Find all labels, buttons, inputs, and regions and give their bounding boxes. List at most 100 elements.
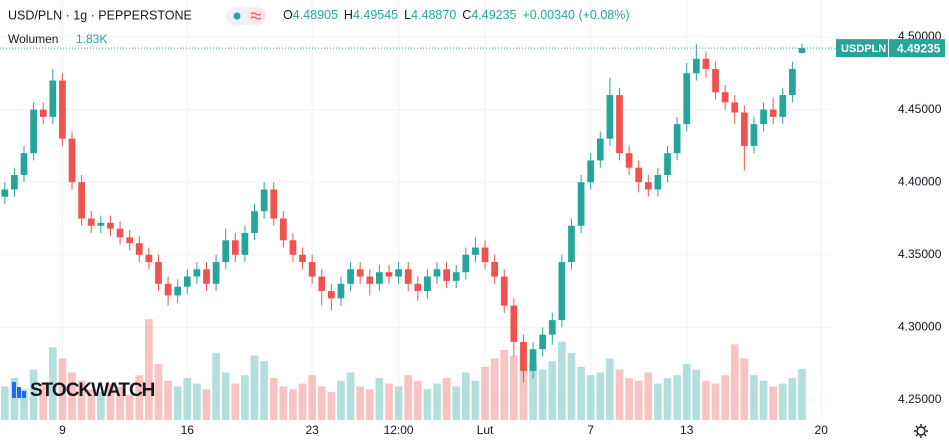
ohlc-value: 4.49235 — [471, 8, 516, 22]
ohlc-header: O4.48905 H4.49545 L4.48870 C4.49235 +0.00340… — [283, 8, 630, 22]
candle-body — [203, 269, 210, 284]
candle-body — [731, 102, 739, 113]
volume-bar — [740, 358, 749, 420]
candle-body — [424, 276, 431, 292]
volume-bar — [394, 386, 403, 420]
candle-body — [779, 95, 787, 117]
candle-body — [616, 95, 623, 154]
x-tick-label: 20 — [815, 423, 829, 437]
candle-body — [20, 153, 28, 175]
watermark-text: STOCKWATCH — [30, 380, 155, 401]
candle-body — [126, 237, 134, 244]
candle-body — [510, 305, 518, 342]
volume-bar — [231, 383, 240, 420]
candle-body — [270, 189, 278, 219]
candle-body — [231, 240, 239, 255]
volume-name: Wolumen — [8, 32, 58, 46]
volume-bar — [241, 375, 249, 420]
candle-body — [596, 138, 604, 161]
volume-bar — [298, 383, 307, 420]
candle-body — [692, 58, 700, 74]
volume-bar — [29, 369, 38, 420]
candle-body — [702, 58, 710, 69]
volume-bar — [654, 383, 662, 420]
volume-bar — [769, 386, 778, 420]
volume-bar — [596, 372, 605, 420]
volume-bar — [730, 344, 739, 420]
volume-bar — [193, 383, 201, 420]
x-tick-label: Lut — [477, 423, 494, 437]
volume-bar — [759, 380, 768, 420]
y-tick-label: 4.40000 — [898, 174, 942, 188]
volume-bar — [778, 383, 787, 420]
candle-body — [251, 211, 258, 234]
price-axis-bg — [830, 0, 949, 442]
volume-bar — [634, 380, 643, 420]
volume-bar — [337, 380, 345, 420]
candle-body — [539, 334, 547, 350]
candle-body — [212, 262, 220, 284]
candle-body — [356, 269, 364, 277]
volume-bar — [692, 369, 701, 420]
candle-body — [789, 68, 796, 96]
volume-bar — [606, 358, 614, 420]
candle-body — [241, 233, 249, 255]
candle-body — [481, 247, 489, 263]
volume-bar — [260, 361, 268, 420]
candle-body — [500, 276, 508, 306]
volume-value: 1.83K — [76, 32, 107, 46]
candle-body — [107, 222, 114, 229]
volume-bar — [212, 352, 220, 420]
volume-bar — [644, 372, 653, 420]
candle-body — [49, 80, 57, 117]
candle-body — [376, 272, 383, 284]
candle-body — [183, 276, 191, 287]
candle-body — [366, 276, 374, 284]
candle-body — [558, 262, 566, 321]
volume-bar — [490, 358, 499, 420]
volume-bar — [317, 386, 326, 420]
y-tick-label: 4.35000 — [898, 247, 942, 261]
candle-body — [318, 276, 326, 292]
gear-teeth — [914, 424, 928, 438]
volume-bar — [183, 378, 192, 420]
candle-body — [443, 269, 450, 281]
volume-bar — [413, 380, 422, 420]
ohlc-value: 4.48905 — [293, 8, 338, 22]
volume-bar — [0, 386, 9, 420]
volume-bar — [721, 375, 729, 420]
candle-body — [798, 48, 806, 53]
candle-body — [164, 283, 172, 296]
candle-body — [654, 174, 662, 190]
volume-bar — [356, 386, 365, 420]
volume-bar — [164, 380, 172, 420]
volume-bar — [48, 347, 57, 420]
candle-body — [491, 262, 499, 277]
volume-bar — [788, 378, 797, 420]
candle-body — [548, 320, 556, 335]
volume-bar — [10, 378, 19, 420]
gear-ring — [916, 426, 926, 436]
volume-bar — [798, 368, 806, 420]
candle-body — [289, 240, 297, 255]
candle-body — [433, 269, 441, 277]
volume-bar — [663, 378, 672, 420]
delay-icon — [248, 8, 265, 24]
candle-body — [414, 283, 422, 292]
candle-body — [299, 254, 306, 263]
volume-bar — [519, 347, 528, 420]
candle-body — [606, 95, 614, 139]
settings-icon[interactable] — [914, 424, 928, 438]
header-icons — [226, 7, 266, 25]
candle-body — [404, 269, 412, 284]
volume-bar — [615, 369, 624, 420]
volume-bar — [221, 372, 230, 420]
x-tick-label: 7 — [587, 423, 594, 437]
volume-bar — [145, 319, 153, 420]
candle-body — [673, 124, 681, 154]
candle-body — [472, 247, 479, 255]
candle-body — [30, 109, 37, 154]
ohlc-key: O — [283, 8, 293, 22]
volume-bar — [39, 383, 48, 420]
